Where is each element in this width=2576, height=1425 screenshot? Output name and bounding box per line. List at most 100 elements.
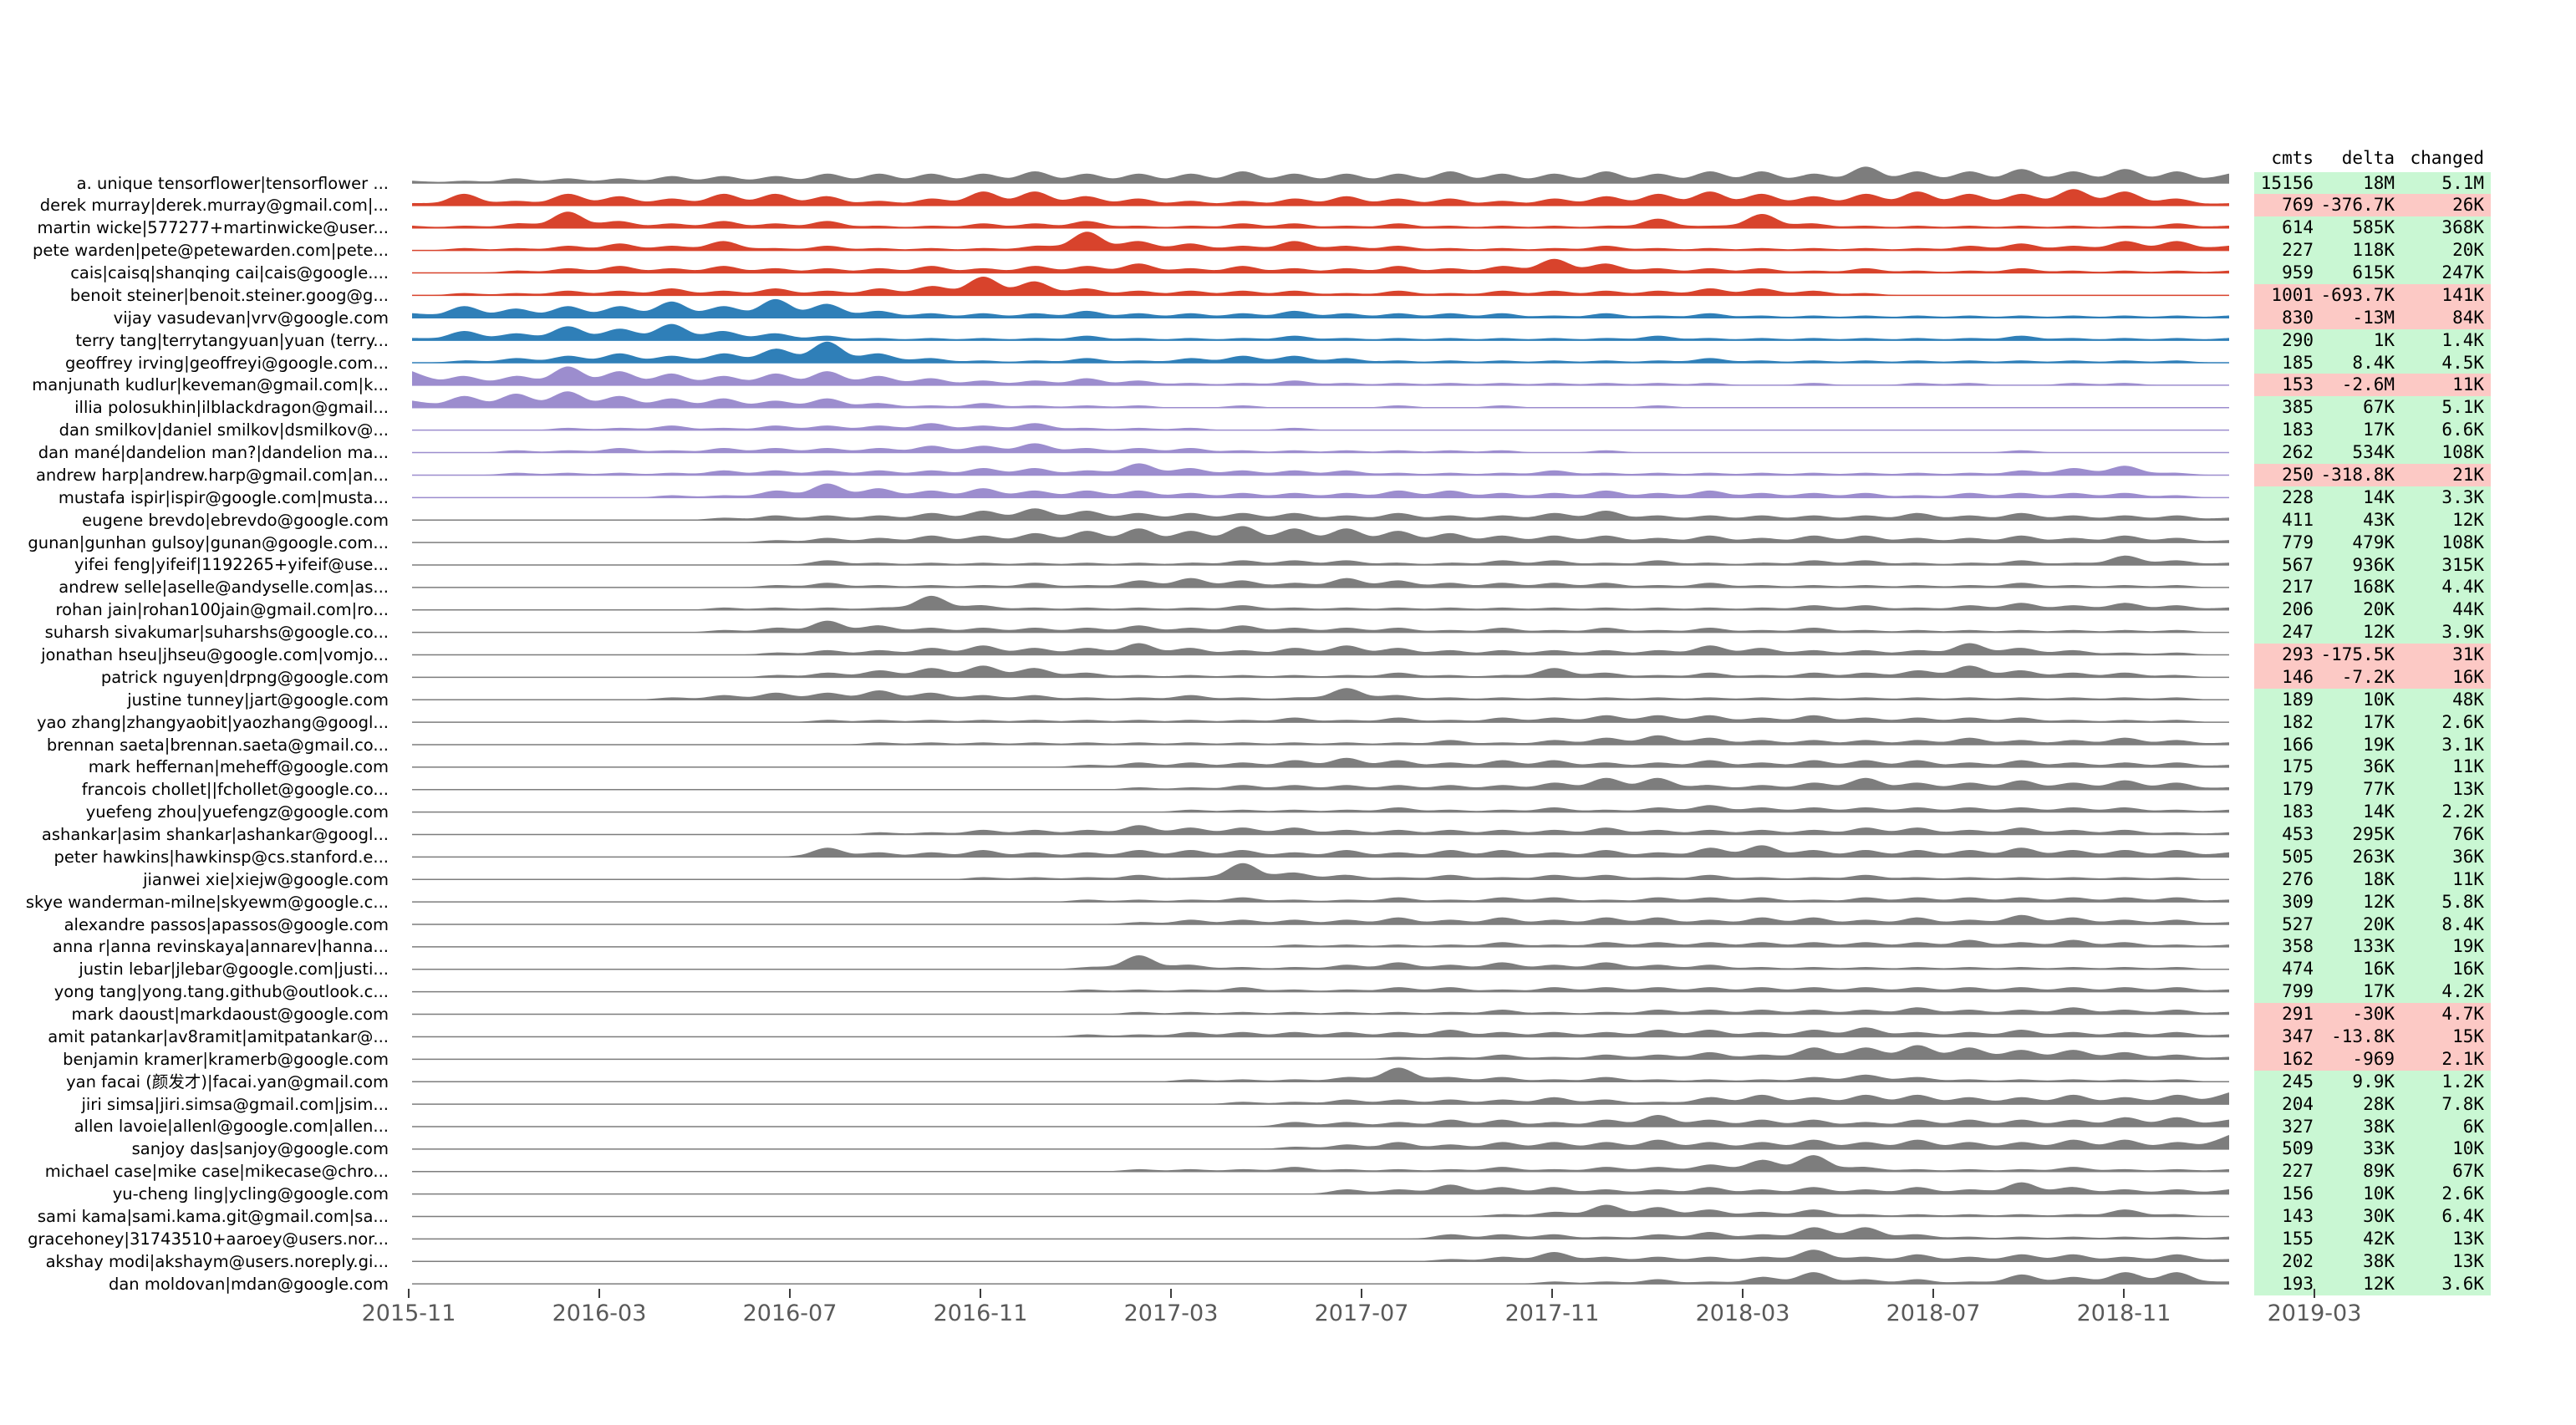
header-changed: changed (2410, 148, 2484, 168)
ridge-area (412, 232, 2229, 251)
stats-row: 262 534K 108K (2254, 441, 2491, 464)
delta-cell: 89K (2363, 1161, 2395, 1182)
stats-table-header: cmts delta changed (2254, 147, 2491, 170)
contributor-label: michael case|mike case|mikecase@chro... (44, 1162, 389, 1182)
ridge-area (412, 715, 2229, 723)
ridge-area (412, 189, 2229, 206)
stats-row: 309 12K 5.8K (2254, 890, 2491, 914)
changed-cell: 13K (2452, 779, 2484, 800)
changed-cell: 84K (2452, 307, 2484, 328)
stats-row: 227 89K 67K (2254, 1160, 2491, 1183)
contributor-label: yao zhang|zhangyaobit|yaozhang@googl... (36, 712, 389, 732)
delta-cell: 10K (2363, 1183, 2395, 1204)
contributor-label: francois chollet||fchollet@google.co... (81, 780, 389, 800)
delta-cell: 534K (2352, 442, 2395, 463)
x-axis-tick-label: 2018-07 (1886, 1300, 1981, 1326)
changed-cell: 5.1M (2441, 172, 2484, 193)
delta-cell: 18K (2363, 868, 2395, 889)
stats-row: 247 12K 3.9K (2254, 621, 2491, 644)
changed-cell: 13K (2452, 1250, 2484, 1271)
delta-cell: 38K (2363, 1116, 2395, 1137)
x-axis-tick (789, 1289, 791, 1298)
cmts-cell: 527 (2282, 914, 2314, 934)
ridge-area (412, 508, 2229, 521)
changed-cell: 4.5K (2441, 352, 2484, 373)
ridge-area (412, 166, 2229, 183)
ridge-area (412, 665, 2229, 678)
stats-row: 182 17K 2.6K (2254, 710, 2491, 734)
cmts-cell: 182 (2282, 711, 2314, 732)
ridge-area (412, 1272, 2229, 1285)
x-axis-tick-label: 2015-11 (361, 1300, 456, 1326)
cmts-cell: 799 (2282, 981, 2314, 1002)
cmts-cell: 189 (2282, 689, 2314, 710)
x-axis-tick (598, 1289, 600, 1298)
ridge-area (412, 1227, 2229, 1239)
ridge-area (412, 688, 2229, 700)
stats-row: 202 38K 13K (2254, 1249, 2491, 1273)
ridge-area (412, 987, 2229, 992)
changed-cell: 2.6K (2441, 711, 2484, 732)
ridge-area (412, 555, 2229, 565)
changed-cell: 6.6K (2441, 420, 2484, 440)
stats-row: 347 -13.8K 15K (2254, 1025, 2491, 1048)
ridge-area (412, 897, 2229, 903)
x-axis-tick-label: 2017-03 (1123, 1300, 1219, 1326)
stats-row: 505 263K 36K (2254, 845, 2491, 868)
stats-row: 453 295K 76K (2254, 823, 2491, 846)
stats-row: 204 28K 7.8K (2254, 1092, 2491, 1116)
contributor-label: justin lebar|jlebar@google.com|justi... (79, 959, 389, 980)
contributor-label: rohan jain|rohan100jain@gmail.com|ro... (55, 600, 389, 620)
stats-row: 183 14K 2.2K (2254, 801, 2491, 824)
stats-row: 228 14K 3.3K (2254, 486, 2491, 509)
cmts-cell: 193 (2282, 1273, 2314, 1294)
stats-row: 509 33K 10K (2254, 1137, 2491, 1161)
x-axis-tick (980, 1289, 981, 1298)
changed-cell: 13K (2452, 1228, 2484, 1249)
ridge-area (412, 1204, 2229, 1217)
changed-cell: 7.8K (2441, 1093, 2484, 1114)
changed-cell: 11K (2452, 756, 2484, 777)
x-axis-tick-label: 2017-11 (1504, 1300, 1600, 1326)
changed-cell: 315K (2441, 554, 2484, 575)
stats-row: 291 -30K 4.7K (2254, 1003, 2491, 1025)
stats-row: 189 10K 48K (2254, 688, 2491, 711)
changed-cell: 26K (2452, 195, 2484, 216)
changed-cell: 11K (2452, 868, 2484, 889)
contributor-label: yong tang|yong.tang.github@outlook.c... (53, 982, 389, 1002)
delta-cell: -969 (2352, 1048, 2395, 1069)
ridge-area (412, 341, 2229, 364)
cmts-cell: 183 (2282, 420, 2314, 440)
cmts-cell: 262 (2282, 442, 2314, 463)
ridge-area (412, 805, 2229, 812)
changed-cell: 3.1K (2441, 734, 2484, 755)
changed-cell: 2.1K (2441, 1048, 2484, 1069)
ridge-area (412, 1045, 2229, 1060)
delta-cell: -693.7K (2320, 284, 2395, 305)
changed-cell: 4.2K (2441, 981, 2484, 1002)
changed-cell: 1.4K (2441, 329, 2484, 350)
contributor-label: vijay vasudevan|vrv@google.com (113, 308, 389, 328)
stats-row: 153 -2.6M 11K (2254, 374, 2491, 397)
changed-cell: 247K (2441, 262, 2484, 283)
x-axis-tick (1551, 1289, 1553, 1298)
contributor-label: suharsh sivakumar|suharshs@google.co... (44, 623, 389, 643)
delta-cell: 28K (2363, 1093, 2395, 1114)
delta-cell: -175.5K (2320, 644, 2395, 665)
contributor-label: yu-cheng ling|ycling@google.com (112, 1184, 389, 1204)
changed-cell: 1.2K (2441, 1071, 2484, 1092)
ridge-area (412, 1155, 2229, 1172)
cmts-cell: 474 (2282, 959, 2314, 980)
contributor-label: martin wicke|577277+martinwicke@user... (37, 218, 389, 238)
ridge-area (412, 757, 2229, 767)
delta-cell: 585K (2352, 217, 2395, 238)
stats-row: 193 12K 3.6K (2254, 1272, 2491, 1295)
ridge-area (412, 777, 2229, 790)
changed-cell: 5.8K (2441, 891, 2484, 912)
stats-row: 1001 -693.7K 141K (2254, 283, 2491, 307)
contributor-label: cais|caisq|shanqing cai|cais@google.... (70, 263, 389, 283)
changed-cell: 3.3K (2441, 486, 2484, 507)
contributor-label: yuefeng zhou|yuefengz@google.com (85, 802, 389, 822)
